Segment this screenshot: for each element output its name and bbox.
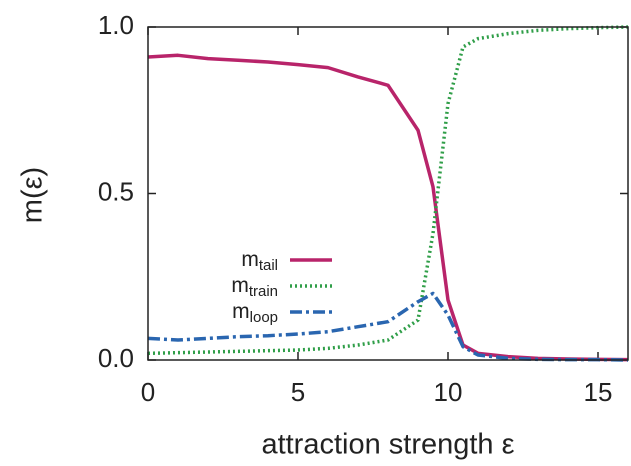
legend-symbol: m: [241, 248, 259, 271]
y-axis-label: m(ε): [17, 167, 49, 223]
series-line: [147, 291, 629, 362]
x-axis-label: attraction strength ε: [261, 429, 514, 461]
legend-subscript: loop: [250, 309, 278, 326]
legend-label: mloop: [232, 300, 278, 326]
x-tick-label: 10: [434, 377, 463, 407]
legend-subscript: train: [249, 283, 278, 300]
x-tick-label: 0: [141, 377, 155, 407]
legend-label: mtrain: [231, 274, 278, 300]
legend-label: mtail: [241, 248, 278, 274]
x-tick-label: 15: [584, 377, 613, 407]
legend-symbol: m: [231, 274, 249, 297]
series-line: [147, 53, 629, 362]
y-tick-label: 1.0: [98, 10, 134, 40]
y-tick-label: 0.0: [98, 343, 134, 373]
plot-frame: [147, 26, 629, 361]
y-tick-label: 0.5: [98, 176, 134, 206]
series-line: [147, 25, 629, 356]
legend-subscript: tail: [259, 257, 278, 274]
x-tick-label: 5: [291, 377, 305, 407]
legend-symbol: m: [232, 300, 250, 323]
